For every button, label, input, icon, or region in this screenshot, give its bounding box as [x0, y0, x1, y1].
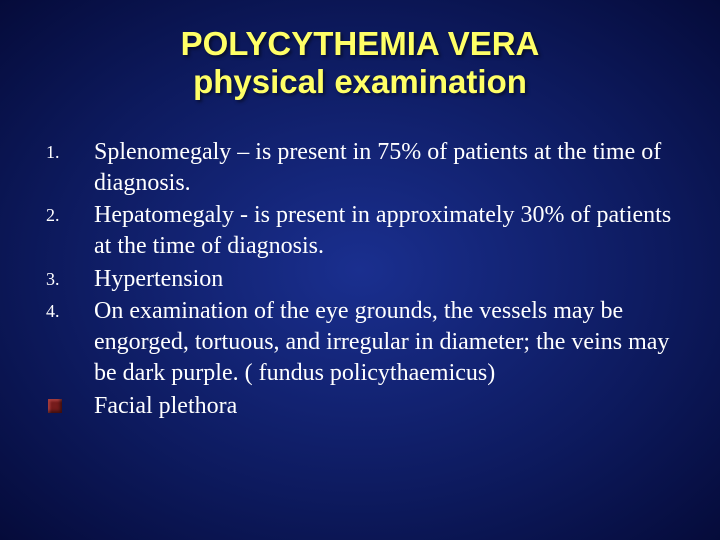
- list-text: On examination of the eye grounds, the v…: [94, 296, 680, 388]
- list-marker-number: 3.: [40, 264, 94, 291]
- list-item: 1. Splenomegaly – is present in 75% of p…: [40, 137, 680, 198]
- title-line-1: POLYCYTHEMIA VERA: [181, 25, 540, 62]
- list-text: Hypertension: [94, 264, 680, 295]
- list-item: Facial plethora: [40, 391, 680, 422]
- body-list: 1. Splenomegaly – is present in 75% of p…: [40, 137, 680, 421]
- list-marker-number: 2.: [40, 200, 94, 227]
- slide-title: POLYCYTHEMIA VERA physical examination: [40, 25, 680, 101]
- title-line-2: physical examination: [193, 63, 527, 100]
- square-bullet-icon: [48, 399, 62, 413]
- list-item: 4. On examination of the eye grounds, th…: [40, 296, 680, 388]
- list-marker-bullet: [40, 391, 94, 422]
- slide: POLYCYTHEMIA VERA physical examination 1…: [0, 0, 720, 540]
- list-text: Hepatomegaly - is present in approximate…: [94, 200, 680, 261]
- list-item: 2. Hepatomegaly - is present in approxim…: [40, 200, 680, 261]
- list-text: Facial plethora: [94, 391, 680, 422]
- list-marker-number: 4.: [40, 296, 94, 323]
- list-text: Splenomegaly – is present in 75% of pati…: [94, 137, 680, 198]
- list-marker-number: 1.: [40, 137, 94, 164]
- list-item: 3. Hypertension: [40, 264, 680, 295]
